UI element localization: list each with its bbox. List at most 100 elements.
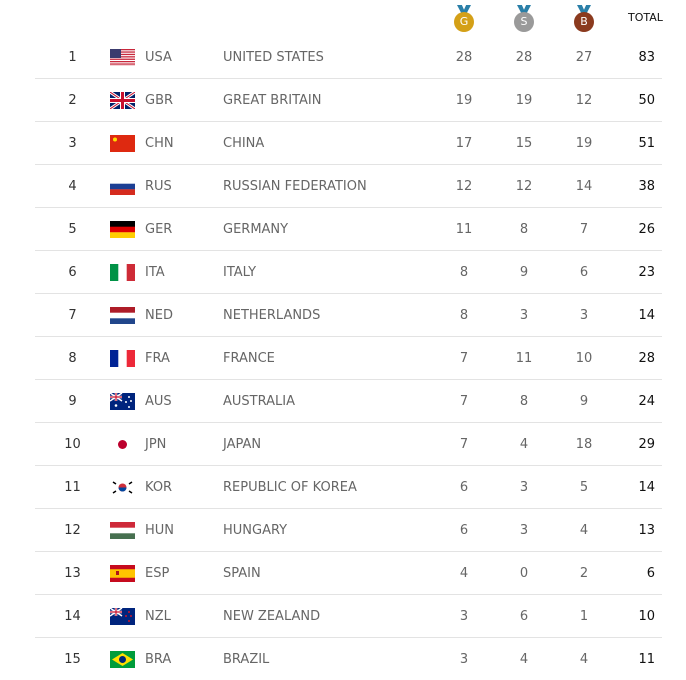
rank: 9 xyxy=(55,394,90,409)
bronze-count: 7 xyxy=(569,222,599,237)
bronze-count: 19 xyxy=(569,136,599,151)
bronze-count: 3 xyxy=(569,308,599,323)
total-count: 26 xyxy=(625,222,655,237)
gold-count: 19 xyxy=(449,93,479,108)
table-row[interactable]: 14 NZL NEW ZEALAND 3 6 1 10 xyxy=(35,595,662,638)
flag-usa-icon xyxy=(110,49,135,66)
table-row[interactable]: 1 USA UNITED STATES 28 28 27 83 xyxy=(35,36,662,79)
country-code: FRA xyxy=(145,351,170,366)
gold-count: 7 xyxy=(449,437,479,452)
country-name[interactable]: UNITED STATES xyxy=(223,50,324,65)
bronze-count: 5 xyxy=(569,480,599,495)
bronze-count: 10 xyxy=(569,351,599,366)
rank: 14 xyxy=(55,609,90,624)
rank: 7 xyxy=(55,308,90,323)
country-name[interactable]: SPAIN xyxy=(223,566,261,581)
table-row[interactable]: 8 FRA FRANCE 7 11 10 28 xyxy=(35,337,662,380)
silver-count: 8 xyxy=(509,394,539,409)
country-code: USA xyxy=(145,50,172,65)
rank: 12 xyxy=(55,523,90,538)
table-row[interactable]: 7 NED NETHERLANDS 8 3 3 14 xyxy=(35,294,662,337)
flag-ned-icon xyxy=(110,307,135,324)
country-code: JPN xyxy=(145,437,166,452)
rank: 13 xyxy=(55,566,90,581)
country-name[interactable]: HUNGARY xyxy=(223,523,287,538)
table-row[interactable]: 3 CHN CHINA 17 15 19 51 xyxy=(35,122,662,165)
total-count: 14 xyxy=(625,308,655,323)
flag-hun-icon xyxy=(110,522,135,539)
country-code: RUS xyxy=(145,179,172,194)
country-code: NED xyxy=(145,308,173,323)
table-row[interactable]: 11 KOR REPUBLIC OF KOREA 6 3 5 14 xyxy=(35,466,662,509)
rank: 6 xyxy=(55,265,90,280)
silver-count: 6 xyxy=(509,609,539,624)
total-count: 6 xyxy=(625,566,655,581)
bronze-count: 2 xyxy=(569,566,599,581)
total-count: 13 xyxy=(625,523,655,538)
silver-count: 3 xyxy=(509,308,539,323)
total-count: 83 xyxy=(625,50,655,65)
country-code: GBR xyxy=(145,93,173,108)
flag-ger-icon xyxy=(110,221,135,238)
country-name[interactable]: NETHERLANDS xyxy=(223,308,320,323)
flag-fra-icon xyxy=(110,350,135,367)
silver-count: 4 xyxy=(509,437,539,452)
country-name[interactable]: GERMANY xyxy=(223,222,288,237)
country-code: NZL xyxy=(145,609,171,624)
medal-table-header: G S B TOTAL xyxy=(0,0,686,36)
gold-count: 12 xyxy=(449,179,479,194)
bronze-count: 6 xyxy=(569,265,599,280)
country-name[interactable]: AUSTRALIA xyxy=(223,394,295,409)
rank: 8 xyxy=(55,351,90,366)
country-name[interactable]: RUSSIAN FEDERATION xyxy=(223,179,367,194)
rank: 4 xyxy=(55,179,90,194)
bronze-count: 18 xyxy=(569,437,599,452)
silver-count: 28 xyxy=(509,50,539,65)
gold-count: 17 xyxy=(449,136,479,151)
country-name[interactable]: ITALY xyxy=(223,265,256,280)
table-row[interactable]: 9 AUS AUSTRALIA 7 8 9 24 xyxy=(35,380,662,423)
bronze-count: 4 xyxy=(569,652,599,667)
silver-count: 11 xyxy=(509,351,539,366)
bronze-count: 1 xyxy=(569,609,599,624)
table-row[interactable]: 2 GBR GREAT BRITAIN 19 19 12 50 xyxy=(35,79,662,122)
flag-ita-icon xyxy=(110,264,135,281)
country-name[interactable]: CHINA xyxy=(223,136,264,151)
table-row[interactable]: 6 ITA ITALY 8 9 6 23 xyxy=(35,251,662,294)
gold-medal-icon[interactable]: G xyxy=(452,5,476,33)
gold-count: 8 xyxy=(449,308,479,323)
country-name[interactable]: NEW ZEALAND xyxy=(223,609,320,624)
country-name[interactable]: REPUBLIC OF KOREA xyxy=(223,480,357,495)
gold-count: 3 xyxy=(449,609,479,624)
total-column-header[interactable]: TOTAL xyxy=(628,11,663,24)
silver-count: 8 xyxy=(509,222,539,237)
gold-count: 4 xyxy=(449,566,479,581)
total-count: 23 xyxy=(625,265,655,280)
country-name[interactable]: GREAT BRITAIN xyxy=(223,93,321,108)
gold-count: 6 xyxy=(449,523,479,538)
table-row[interactable]: 4 RUS RUSSIAN FEDERATION 12 12 14 38 xyxy=(35,165,662,208)
total-count: 29 xyxy=(625,437,655,452)
flag-nzl-icon xyxy=(110,608,135,625)
table-row[interactable]: 5 GER GERMANY 11 8 7 26 xyxy=(35,208,662,251)
bronze-count: 9 xyxy=(569,394,599,409)
bronze-medal-icon[interactable]: B xyxy=(572,5,596,33)
rank: 2 xyxy=(55,93,90,108)
country-name[interactable]: FRANCE xyxy=(223,351,275,366)
flag-aus-icon xyxy=(110,393,135,410)
total-count: 11 xyxy=(625,652,655,667)
country-name[interactable]: JAPAN xyxy=(223,437,261,452)
country-code: BRA xyxy=(145,652,171,667)
country-code: AUS xyxy=(145,394,172,409)
total-count: 50 xyxy=(625,93,655,108)
rank: 10 xyxy=(55,437,90,452)
table-row[interactable]: 12 HUN HUNGARY 6 3 4 13 xyxy=(35,509,662,552)
gold-count: 7 xyxy=(449,394,479,409)
table-row[interactable]: 13 ESP SPAIN 4 0 2 6 xyxy=(35,552,662,595)
silver-count: 0 xyxy=(509,566,539,581)
rank: 11 xyxy=(55,480,90,495)
country-name[interactable]: BRAZIL xyxy=(223,652,269,667)
table-row[interactable]: 10 JPN JAPAN 7 4 18 29 xyxy=(35,423,662,466)
silver-medal-icon[interactable]: S xyxy=(512,5,536,33)
silver-count: 19 xyxy=(509,93,539,108)
